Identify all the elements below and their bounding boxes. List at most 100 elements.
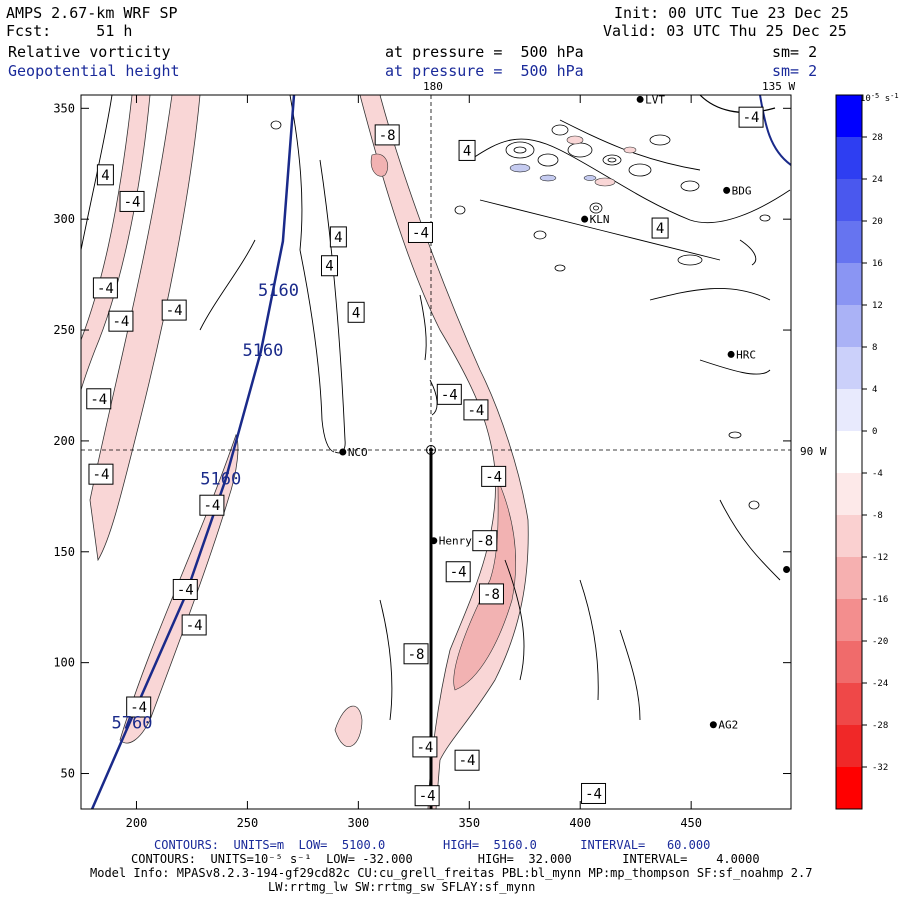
x-tick-label: 400 — [569, 816, 591, 830]
vorticity-label-box — [347, 301, 365, 323]
y-tick-label: 150 — [53, 545, 75, 559]
vorticity-label: -4 — [445, 561, 471, 583]
colorbar-tick-label: 12 — [872, 301, 883, 311]
pos-vort-contours — [81, 95, 791, 721]
vorticity-label-text: -8 — [408, 647, 425, 663]
vorticity-label-text: -4 — [130, 700, 147, 716]
neg-vort-blob-south — [334, 705, 363, 747]
x-tick-label: 300 — [348, 816, 370, 830]
x-tick-label: 350 — [458, 816, 480, 830]
vorticity-label: -4 — [161, 299, 187, 321]
vorticity-label-text: -8 — [476, 534, 493, 550]
vorticity-label-text: -4 — [468, 403, 485, 419]
vorticity-label: -8 — [403, 643, 429, 665]
colorbar-swatch — [836, 95, 862, 138]
height-label: 5760 — [112, 714, 153, 734]
x-tick-label: 250 — [237, 816, 259, 830]
station-dot — [783, 566, 791, 574]
vorticity-label: -4 — [181, 614, 207, 636]
colorbar-unit: 10-5 s-1 — [860, 92, 899, 104]
vorticity-label-text: -4 — [203, 498, 220, 514]
colorbar-tick-label: -16 — [872, 595, 888, 605]
neg-vort-spot-top — [370, 153, 389, 177]
vorticity-label: -4 — [88, 463, 114, 485]
station-name: LVT — [645, 93, 665, 106]
y-tick-label: 50 — [61, 767, 75, 781]
small-scale-eddies — [270, 120, 771, 510]
coastline-top — [699, 95, 776, 114]
vorticity-label-text: -8 — [483, 587, 500, 603]
vorticity-label-text: -4 — [416, 740, 433, 756]
vorticity-label: -4 — [414, 785, 440, 807]
vorticity-label-text: -4 — [412, 225, 429, 241]
colorbar-swatch — [836, 347, 862, 390]
vorticity-label-text: 4 — [656, 221, 664, 237]
station-name: NCO — [348, 446, 368, 459]
y-tick-label: 200 — [53, 434, 75, 448]
height-labels: 5160 5160 5160 5760 — [112, 281, 299, 733]
footer-physics: LW:rrtmg_lw SW:rrtmg_sw SFLAY:sf_mynn — [268, 880, 536, 894]
vorticity-label-box — [436, 383, 462, 405]
vorticity-label-text: 4 — [334, 230, 342, 246]
colorbar-swatch — [836, 557, 862, 600]
vorticity-label: -4 — [481, 465, 507, 487]
height-label: 5160 — [258, 281, 299, 301]
field1-name: Relative vorticity — [8, 43, 171, 61]
init-time: Init: 00 UTC Tue 23 Dec 25 — [614, 4, 849, 22]
colorbar-tick-label: -28 — [872, 721, 888, 731]
plot-frame — [81, 95, 791, 809]
neg-vort-band-left-outer — [81, 95, 151, 391]
colorbar-swatch — [836, 683, 862, 726]
vorticity-label: -4 — [738, 106, 764, 128]
vorticity-label-box — [172, 578, 198, 600]
vorticity-label-text: 4 — [101, 168, 109, 184]
colorbar-tick-label: 24 — [872, 175, 883, 185]
vorticity-label-box — [454, 749, 480, 771]
y-tick-label: 300 — [53, 212, 75, 226]
vorticity-label-box — [651, 217, 669, 239]
vorticity-label-box — [472, 530, 498, 552]
vorticity-label-box — [458, 139, 476, 161]
vorticity-label: -4 — [412, 736, 438, 758]
colorbar: 28 24 20 16 12 8 4 0 -4 -8 -12 -16 -20 -24 -28 -32 — [835, 94, 888, 810]
colorbar-swatch — [836, 305, 862, 348]
vorticity-label-box — [86, 388, 112, 410]
footer-contours-height: CONTOURS: UNITS=m LOW= 5100.0 HIGH= 5160… — [154, 838, 711, 852]
vorticity-label-text: -4 — [186, 618, 203, 634]
x-tick-label: 200 — [126, 816, 148, 830]
vorticity-label-text: -4 — [441, 387, 458, 403]
valid-time: Valid: 03 UTC Thu 25 Dec 25 — [603, 22, 847, 40]
vorticity-label-text: -4 — [177, 582, 194, 598]
colorbar-tick-label: 0 — [872, 427, 877, 437]
vorticity-label-text: -4 — [113, 314, 130, 330]
vorticity-label-text: -4 — [166, 303, 183, 319]
station: HRC — [727, 348, 756, 361]
colorbar-swatch — [836, 641, 862, 684]
colorbar-swatch — [836, 725, 862, 768]
vorticity-label-text: -4 — [419, 789, 436, 805]
station: LVT — [636, 93, 665, 106]
pole-marker — [426, 445, 436, 455]
plot-fields — [81, 95, 791, 809]
vorticity-label: -4 — [126, 696, 152, 718]
vorticity-label-box — [414, 785, 440, 807]
vorticity-label: -4 — [407, 221, 433, 243]
colorbar-swatch — [836, 263, 862, 306]
vorticity-label-text: -4 — [90, 392, 107, 408]
y-tick-label: 350 — [53, 101, 75, 115]
vorticity-label-box — [412, 736, 438, 758]
station-name: KLN — [590, 213, 610, 226]
vorticity-label-text: -4 — [97, 281, 114, 297]
colorbar-tick-label: 8 — [872, 343, 877, 353]
vorticity-label-box — [407, 221, 433, 243]
neg-vort-band-left-main — [89, 95, 201, 562]
vorticity-label-text: 4 — [325, 259, 333, 275]
vorticity-label-box — [374, 124, 400, 146]
footer-model-info: Model Info: MPASv8.2.3-194-gf29cd82c CU:… — [90, 866, 813, 880]
colorbar-swatch — [836, 473, 862, 516]
colorbar-tick-label: 4 — [872, 385, 877, 395]
vorticity-label-box — [481, 465, 507, 487]
colorbar-tick-label: 28 — [872, 133, 883, 143]
vorticity-label-text: -8 — [379, 128, 396, 144]
